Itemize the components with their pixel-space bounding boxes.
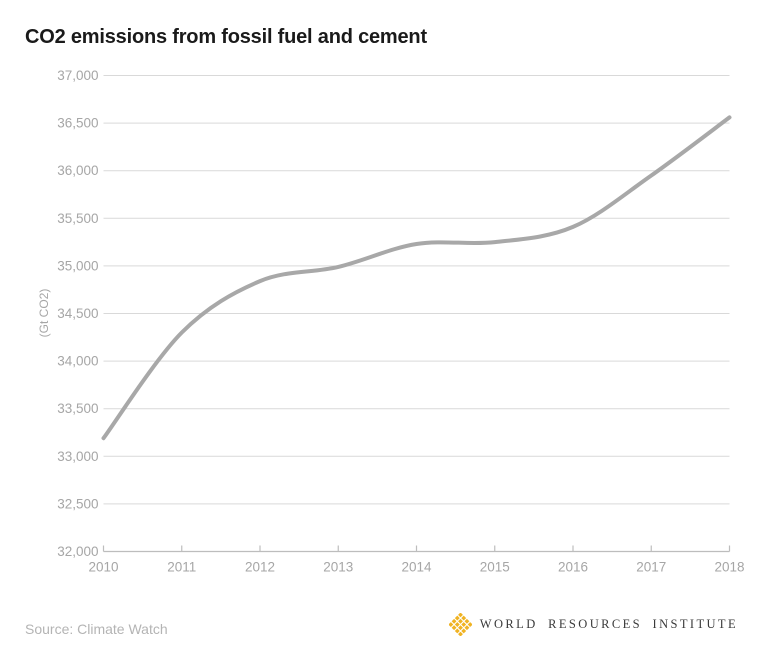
page-title: CO2 emissions from fossil fuel and cemen… — [25, 26, 427, 48]
wri-lattice-cell — [451, 625, 457, 631]
x-axis — [102, 545, 731, 553]
y-tick-label: 36,500 — [57, 116, 98, 131]
x-tick-label: 2014 — [401, 560, 432, 575]
wri-lattice-cell — [454, 622, 460, 627]
wri-lattice-icon — [448, 613, 472, 636]
wri-lattice-cell — [454, 628, 460, 634]
y-tick-label: 33,000 — [57, 449, 98, 464]
wri-lattice-cell — [457, 631, 463, 636]
y-tick-label: 32,000 — [57, 544, 98, 559]
y-tick-label: 35,500 — [57, 211, 98, 226]
wri-lattice-cell — [451, 618, 457, 624]
x-tick-label: 2015 — [480, 560, 510, 575]
wri-logo-text: WORLD RESOURCES INSTITUTE — [479, 617, 738, 631]
x-tick-label: 2016 — [558, 560, 588, 575]
wri-lattice-cell — [467, 622, 472, 627]
wri-lattice-cell — [461, 628, 466, 634]
x-tick-label: 2013 — [323, 560, 353, 575]
gridlines — [103, 75, 730, 505]
y-tick-label: 33,500 — [57, 401, 98, 416]
source-credit: Source: Climate Watch — [25, 621, 168, 637]
x-tick-label: 2012 — [245, 560, 275, 575]
x-tick-label: 2011 — [167, 560, 196, 575]
y-axis-title: (Gt CO2) — [37, 289, 51, 338]
y-tick-label: 36,000 — [57, 163, 98, 178]
wri-logo: WORLD RESOURCES INSTITUTE — [448, 613, 738, 636]
y-tick-label: 35,000 — [57, 258, 98, 273]
x-axis-tick-labels: 2010 2011 2012 2013 2014 2015 2016 2017 2018 — [88, 560, 744, 575]
wri-lattice-cell — [454, 615, 460, 621]
wri-lattice-cell — [457, 613, 463, 618]
y-tick-label: 32,500 — [57, 496, 98, 511]
wri-lattice-cell — [464, 625, 470, 631]
y-axis-tick-labels: 32,000 32,500 33,000 33,500 34,000 34,500 35,0… — [57, 68, 98, 559]
x-tick-label: 2018 — [714, 560, 744, 575]
x-tick-label: 2010 — [88, 560, 118, 575]
y-tick-label: 37,000 — [57, 68, 98, 83]
wri-lattice-cell — [461, 615, 466, 621]
wri-lattice-cell — [461, 622, 466, 627]
wri-lattice-cell — [464, 618, 470, 624]
x-tick-label: 2017 — [636, 560, 666, 575]
y-tick-label: 34,000 — [57, 354, 98, 369]
y-tick-label: 34,500 — [57, 306, 98, 321]
wri-lattice-cell — [457, 625, 463, 631]
line-chart: 32,000 32,500 33,000 33,500 34,000 34,500 35,0… — [37, 68, 745, 575]
wri-lattice-cell — [457, 618, 463, 624]
wri-lattice-cell — [448, 622, 454, 627]
series-line-co2-emissions — [101, 115, 732, 441]
